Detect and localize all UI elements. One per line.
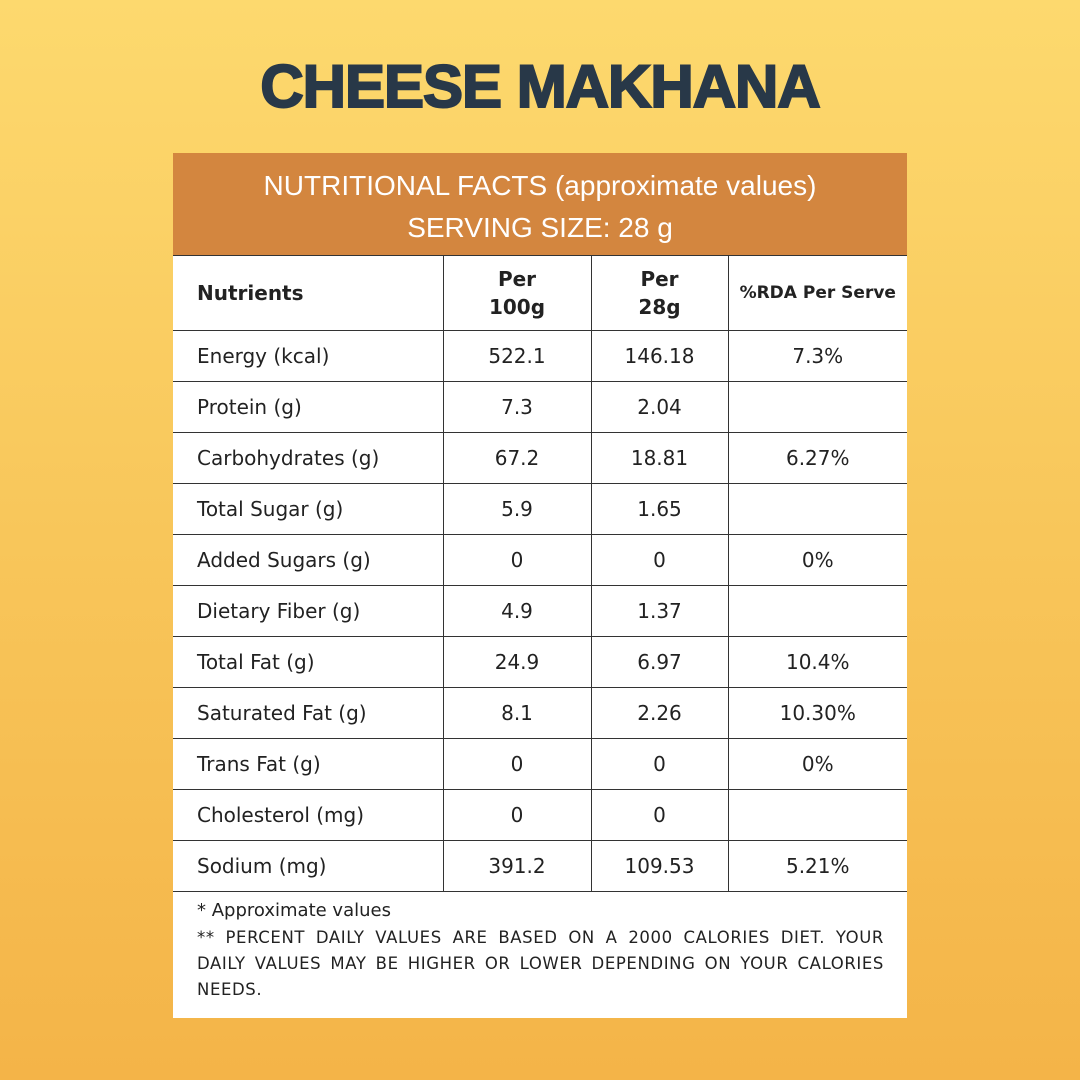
nutrient-value: 146.18	[590, 330, 729, 382]
nutrient-value: 391.2	[442, 840, 592, 892]
table-body: Energy (kcal) 522.1 146.18 7.3% Protein (g) 7…	[173, 330, 907, 892]
table-row: Dietary Fiber (g) 4.9 1.37	[173, 585, 907, 637]
footnote: ** PERCENT DAILY VALUES ARE BASED ON A 2…	[197, 928, 884, 999]
nutrition-card: NUTRITIONAL FACTS (approximate values) S…	[173, 153, 907, 1018]
column-header: Nutrients	[173, 255, 444, 331]
table-row: Total Fat (g) 24.9 6.97 10.4%	[173, 636, 907, 688]
nutrient-value: 67.2	[442, 432, 592, 484]
column-header: Per 100g	[442, 255, 592, 331]
title: CHEESE MAKHANA	[259, 52, 821, 121]
column-header: %RDA Per Serve	[727, 255, 907, 331]
footnote: * Approximate values	[197, 900, 391, 921]
nutrient-value: 0	[442, 738, 592, 790]
table-cell	[727, 585, 907, 637]
footnotes: * Approximate values ** PERCENT DAILY VA…	[173, 892, 907, 1003]
table-row: Total Sugar (g) 5.9 1.65	[173, 483, 907, 535]
nutrient-value: 18.81	[590, 432, 729, 484]
nutrient-value: 2.04	[590, 381, 729, 433]
nutrient-value: 0	[442, 789, 592, 841]
nutrient-value: 4.9	[442, 585, 592, 637]
table-row: Trans Fat (g) 0 0 0%	[173, 738, 907, 790]
nutrient-value: 6.97	[590, 636, 729, 688]
nutrient-name: Saturated Fat (g)	[173, 687, 444, 739]
nutrient-value: 8.1	[442, 687, 592, 739]
nutrient-name: Trans Fat (g)	[173, 738, 444, 790]
nutrient-value: 0	[590, 789, 729, 841]
nutrient-value: 24.9	[442, 636, 592, 688]
nutrient-name: Total Sugar (g)	[173, 483, 444, 535]
table-row: Protein (g) 7.3 2.04	[173, 381, 907, 433]
header-line: SERVING SIZE: 28 g	[407, 212, 673, 243]
nutrient-name: Total Fat (g)	[173, 636, 444, 688]
nutrient-name: Energy (kcal)	[173, 330, 444, 382]
table-row: Sodium (mg) 391.2 109.53 5.21%	[173, 840, 907, 892]
header-line: NUTRITIONAL FACTS (approximate values)	[263, 170, 817, 201]
nutrient-value: 5.9	[442, 483, 592, 535]
table-cell	[727, 483, 907, 535]
nutrient-value: 109.53	[590, 840, 729, 892]
table-row: Saturated Fat (g) 8.1 2.26 10.30%	[173, 687, 907, 739]
table-row: Carbohydrates (g) 67.2 18.81 6.27%	[173, 432, 907, 484]
nutrient-value: 522.1	[442, 330, 592, 382]
table-header: NUTRITIONAL FACTS (approximate values) S…	[173, 153, 907, 255]
nutrient-value: 7.3%	[727, 330, 907, 382]
nutrient-value: 0	[590, 738, 729, 790]
nutrient-name: Cholesterol (mg)	[173, 789, 444, 841]
nutrient-value: 1.65	[590, 483, 729, 535]
nutrient-value: 0%	[727, 534, 907, 586]
nutrient-name: Sodium (mg)	[173, 840, 444, 892]
nutrition-table: Nutrients Per 100g Per 28g %RDA Per Serve E…	[173, 255, 907, 892]
header-row: Nutrients Per 100g Per 28g %RDA Per Serve	[173, 255, 907, 331]
nutrient-value: 7.3	[442, 381, 592, 433]
table-row: Added Sugars (g) 0 0 0%	[173, 534, 907, 586]
nutrient-value: 6.27%	[727, 432, 907, 484]
nutrient-name: Carbohydrates (g)	[173, 432, 444, 484]
nutrient-value: 0	[590, 534, 729, 586]
nutrient-value: 10.30%	[727, 687, 907, 739]
nutrient-value: 5.21%	[727, 840, 907, 892]
table-cell	[727, 789, 907, 841]
nutrient-name: Dietary Fiber (g)	[173, 585, 444, 637]
nutrient-name: Protein (g)	[173, 381, 444, 433]
column-header: Per 28g	[590, 255, 729, 331]
nutrient-value: 0	[442, 534, 592, 586]
nutrient-value: 10.4%	[727, 636, 907, 688]
table-row: Cholesterol (mg) 0 0	[173, 789, 907, 841]
nutrient-value: 2.26	[590, 687, 729, 739]
table-cell	[727, 381, 907, 433]
nutrient-name: Added Sugars (g)	[173, 534, 444, 586]
nutrient-value: 0%	[727, 738, 907, 790]
nutrient-value: 1.37	[590, 585, 729, 637]
table-row: Energy (kcal) 522.1 146.18 7.3%	[173, 330, 907, 382]
